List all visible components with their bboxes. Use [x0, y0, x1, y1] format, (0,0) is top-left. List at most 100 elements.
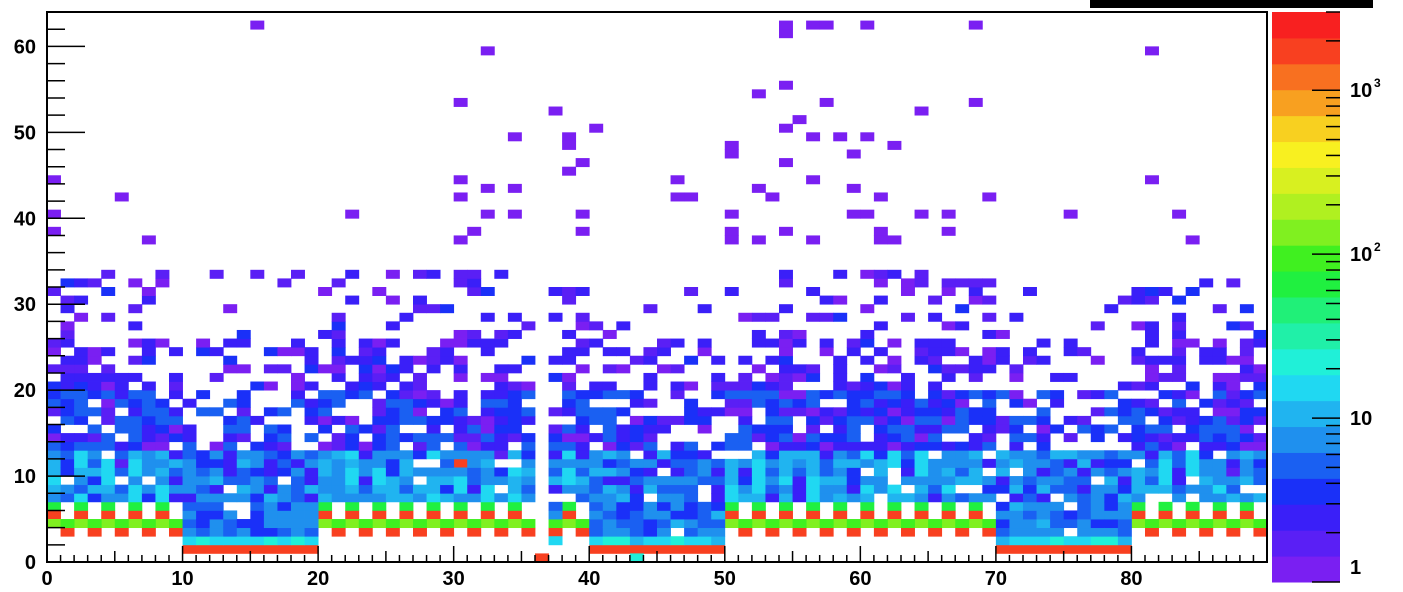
heatmap-cell [331, 476, 346, 486]
heatmap-cell [1036, 450, 1051, 460]
heatmap-cell [1009, 501, 1024, 511]
heatmap-cell [47, 364, 61, 374]
heatmap-cell [602, 390, 617, 400]
heatmap-cell [968, 450, 983, 460]
heatmap-cell [372, 287, 387, 296]
heatmap-cell [833, 364, 848, 374]
heatmap-cell [914, 407, 929, 417]
heatmap-cell [1145, 484, 1159, 494]
heatmap-cell [711, 390, 726, 400]
heatmap-cell [155, 493, 170, 503]
heatmap-cell [833, 415, 848, 425]
heatmap-cell [941, 493, 956, 503]
heatmap-cell [277, 501, 292, 511]
heatmap-cell [779, 433, 793, 443]
heatmap-cell [548, 467, 563, 477]
heatmap-cell [236, 467, 251, 477]
heatmap-cell [616, 424, 631, 434]
heatmap-cell [209, 476, 224, 486]
heatmap-cell [779, 269, 793, 279]
heatmap-cell [724, 519, 739, 529]
heatmap-cell [887, 501, 902, 511]
heatmap-cell [738, 398, 753, 408]
heatmap-cell [1212, 467, 1227, 477]
heatmap-cell [1090, 467, 1105, 477]
heatmap-cell [589, 544, 604, 554]
heatmap-cell [413, 407, 427, 417]
heatmap-cell [724, 493, 739, 503]
heatmap-cell [128, 467, 143, 477]
heatmap-cell [589, 338, 604, 348]
heatmap-cell [372, 476, 387, 486]
heatmap-cell [819, 433, 834, 443]
heatmap-cell [413, 519, 427, 529]
heatmap-cell [141, 450, 156, 460]
heatmap-cell [914, 476, 929, 486]
heatmap-cell [47, 390, 61, 400]
heatmap-cell [263, 536, 278, 546]
heatmap-cell [494, 450, 509, 460]
heatmap-cell [806, 450, 821, 460]
heatmap-cell [1212, 390, 1227, 400]
heatmap-cell [453, 364, 468, 374]
heatmap-cell [372, 398, 387, 408]
x-tick-label: 50 [714, 568, 736, 590]
heatmap-cell [928, 441, 943, 451]
heatmap-cell [47, 407, 61, 417]
heatmap-cell [955, 278, 970, 288]
heatmap-cell [1036, 415, 1051, 425]
heatmap-cell [806, 235, 821, 245]
heatmap-cell [982, 192, 997, 202]
heatmap-cell [873, 527, 888, 537]
heatmap-cell [1117, 527, 1132, 537]
heatmap-cell [968, 295, 983, 305]
heatmap-cell [87, 390, 102, 400]
heatmap-cell [318, 441, 333, 451]
heatmap-cell [873, 398, 888, 408]
heatmap-cell [196, 476, 211, 486]
heatmap-cell [453, 467, 468, 477]
heatmap-cell [995, 450, 1010, 460]
heatmap-cell [995, 476, 1010, 486]
heatmap-cell [304, 476, 319, 486]
heatmap-cell [169, 458, 183, 468]
heatmap-cell [128, 304, 143, 314]
heatmap-cell [263, 424, 278, 434]
heatmap-cell [738, 407, 753, 417]
heatmap-cell [968, 287, 983, 296]
heatmap-cell [114, 484, 129, 494]
heatmap-cell [819, 527, 834, 537]
heatmap-cell [74, 476, 89, 486]
heatmap-cell [453, 278, 468, 288]
heatmap-cell [209, 269, 224, 279]
heatmap-cell [738, 433, 753, 443]
heatmap-cell [128, 441, 143, 451]
heatmap-cell [616, 501, 631, 511]
heatmap-cell [697, 407, 712, 417]
heatmap-cell [751, 338, 766, 348]
heatmap-cell [846, 183, 861, 193]
heatmap-cell [1131, 450, 1146, 460]
heatmap-cell [74, 398, 89, 408]
heatmap-cell [955, 493, 970, 503]
heatmap-cell [684, 407, 699, 417]
heatmap-cell [304, 364, 319, 374]
heatmap-cell [1104, 407, 1119, 417]
heatmap-cell [1226, 467, 1241, 477]
heatmap-cell [792, 390, 807, 400]
heatmap-cell [955, 398, 970, 408]
heatmap-cell [711, 544, 726, 554]
heatmap-cell [846, 390, 861, 400]
heatmap-cell [372, 510, 387, 520]
heatmap-cell [385, 338, 400, 348]
heatmap-cell [101, 484, 116, 494]
x-tick-label: 0 [41, 568, 52, 590]
palette-swatch [1272, 167, 1340, 194]
heatmap-cell [1050, 476, 1065, 486]
heatmap-cell [1050, 458, 1065, 468]
heatmap-cell [779, 329, 793, 339]
heatmap-cell [643, 501, 658, 511]
heatmap-cell [629, 536, 644, 546]
heatmap-cell [684, 450, 699, 460]
heatmap-cell [440, 467, 455, 477]
